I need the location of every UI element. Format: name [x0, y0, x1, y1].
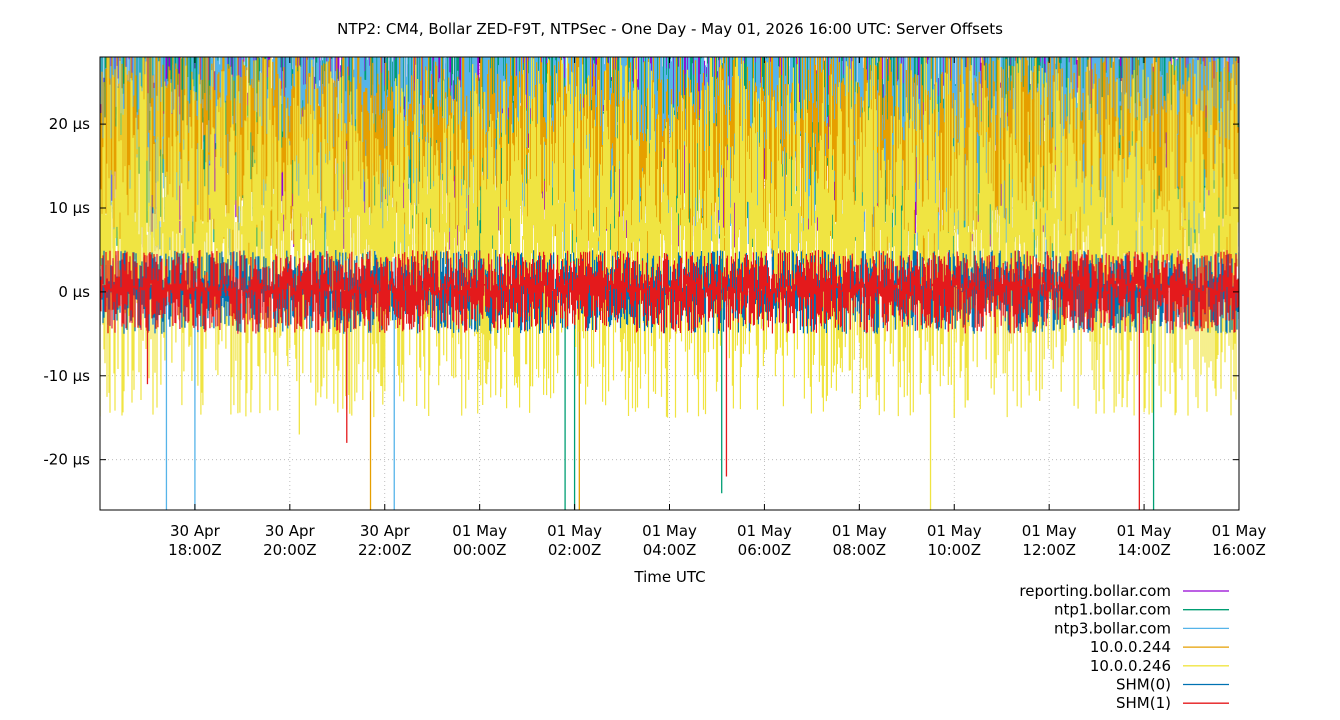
x-tick-time: 18:00Z [168, 541, 222, 559]
x-tick-date: 01 May [1117, 522, 1172, 540]
legend-label: 10.0.0.244 [1090, 638, 1171, 656]
legend-label: reporting.bollar.com [1019, 582, 1171, 600]
x-tick-date: 01 May [737, 522, 792, 540]
x-tick-time: 12:00Z [1022, 541, 1076, 559]
y-tick-label: -10 µs [43, 367, 90, 385]
x-tick-date: 01 May [832, 522, 887, 540]
x-tick-date: 30 Apr [170, 522, 221, 540]
x-tick-date: 30 Apr [360, 522, 411, 540]
x-axis-label: Time UTC [633, 568, 705, 586]
x-tick-time: 04:00Z [643, 541, 697, 559]
series-line [100, 249, 1239, 334]
legend-label: ntp1.bollar.com [1054, 601, 1171, 619]
x-tick-date: 01 May [452, 522, 507, 540]
series-layer [100, 57, 1239, 510]
legend: reporting.bollar.comntp1.bollar.comntp3.… [1019, 582, 1229, 712]
y-tick-label: 0 µs [58, 283, 90, 301]
x-tick-date: 01 May [927, 522, 982, 540]
x-tick-time: 02:00Z [548, 541, 602, 559]
x-tick-date: 01 May [547, 522, 602, 540]
x-tick-time: 10:00Z [927, 541, 981, 559]
x-tick-time: 14:00Z [1117, 541, 1171, 559]
y-tick-label: 10 µs [49, 199, 90, 217]
legend-label: SHM(1) [1116, 694, 1171, 712]
x-tick-time: 08:00Z [833, 541, 887, 559]
x-tick-time: 00:00Z [453, 541, 507, 559]
x-tick-date: 01 May [642, 522, 697, 540]
x-tick-date: 01 May [1022, 522, 1077, 540]
x-tick-time: 20:00Z [263, 541, 317, 559]
legend-label: SHM(0) [1116, 676, 1171, 694]
chart-title: NTP2: CM4, Bollar ZED-F9T, NTPSec - One … [337, 20, 1003, 38]
x-tick-date: 01 May [1212, 522, 1267, 540]
legend-label: 10.0.0.246 [1090, 657, 1171, 675]
x-tick-date: 30 Apr [265, 522, 316, 540]
x-tick-time: 16:00Z [1212, 541, 1266, 559]
y-tick-label: 20 µs [49, 115, 90, 133]
y-axis: 20 µs 10 µs 0 µs -10 µs -20 µs [43, 115, 1239, 469]
x-tick-time: 22:00Z [358, 541, 412, 559]
x-tick-time: 06:00Z [738, 541, 792, 559]
y-tick-label: -20 µs [43, 451, 90, 469]
legend-label: ntp3.bollar.com [1054, 619, 1171, 637]
